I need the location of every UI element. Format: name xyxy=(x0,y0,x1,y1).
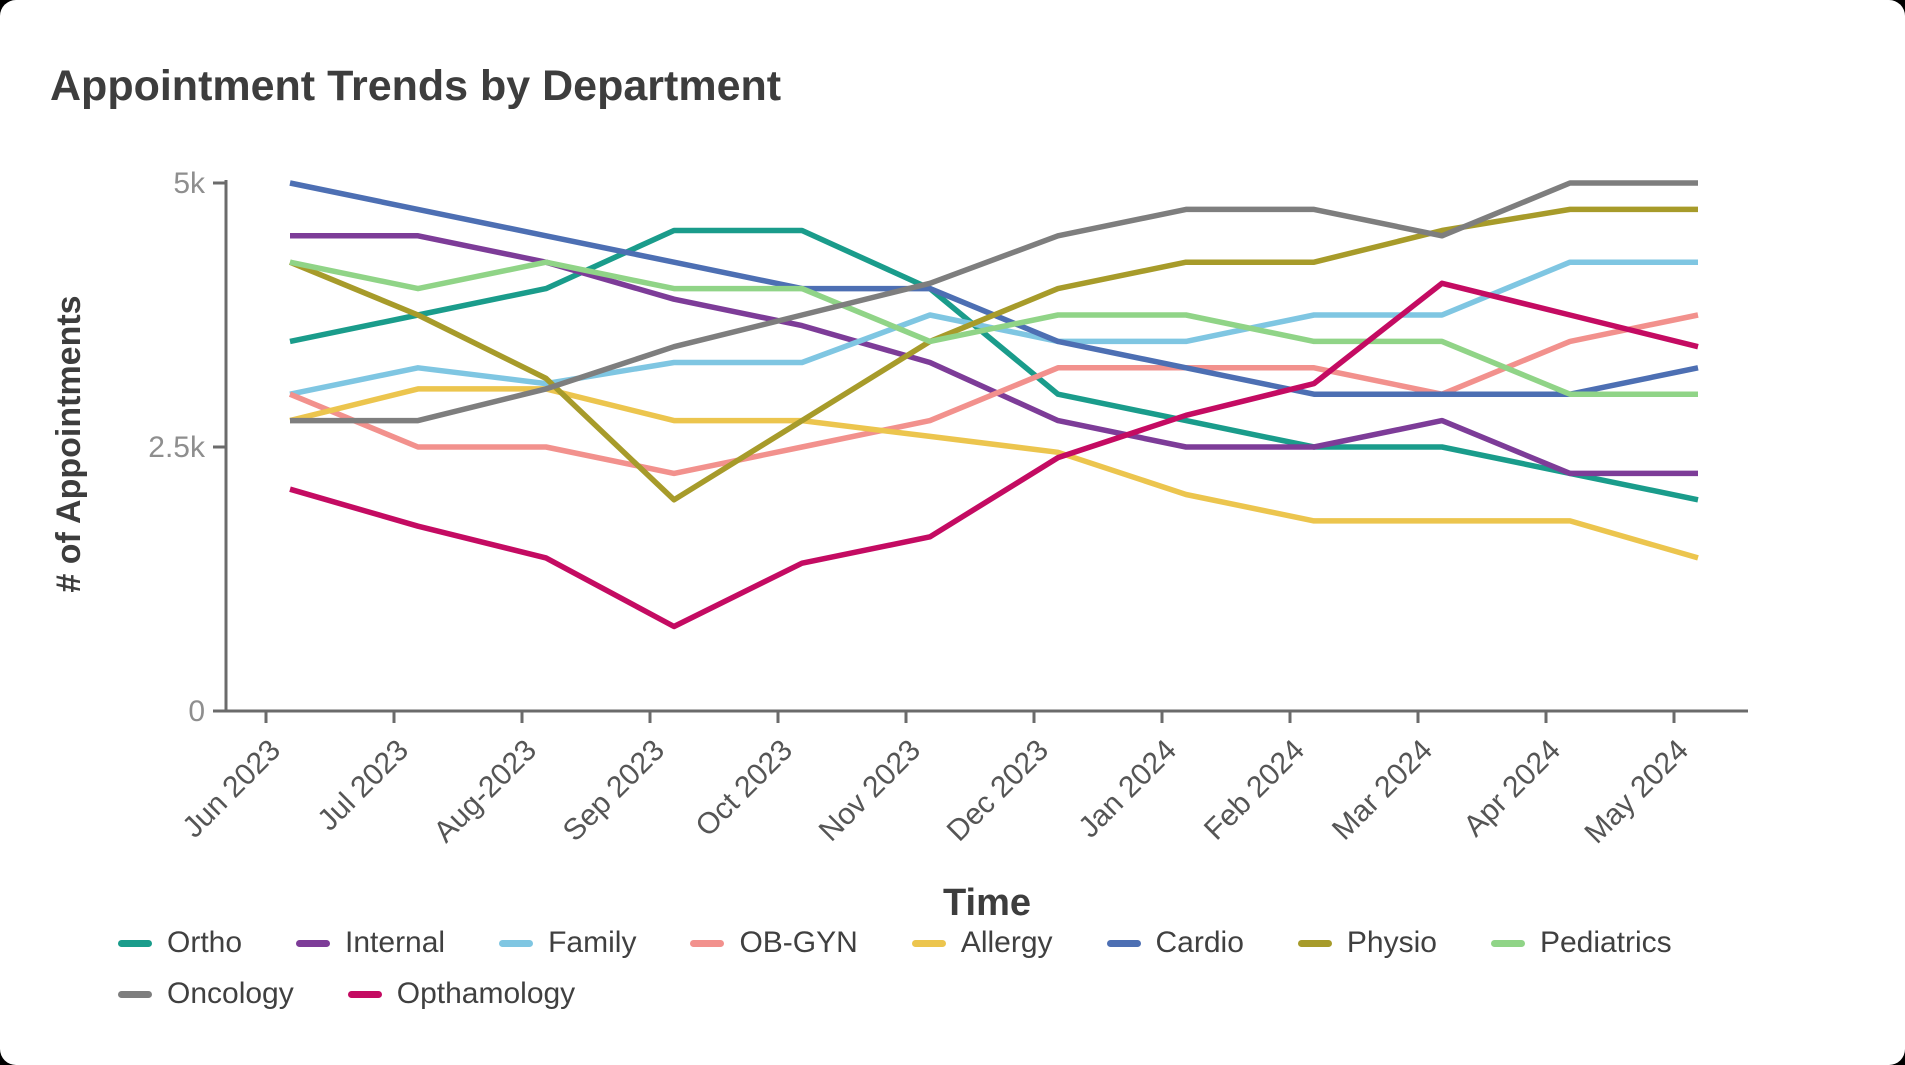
y-axis-title: # of Appointments xyxy=(50,295,88,592)
x-tick-label: Dec 2023 xyxy=(941,734,1055,848)
x-tick-label: Nov 2023 xyxy=(813,734,927,848)
legend-swatch-icon xyxy=(690,939,725,947)
series-line-ob-gyn xyxy=(288,312,1699,477)
x-tick-label: Feb 2024 xyxy=(1198,734,1311,847)
legend-swatch-icon xyxy=(296,939,331,947)
legend-label: Pediatrics xyxy=(1539,926,1672,959)
chart-title: Appointment Trends by Department xyxy=(50,62,782,110)
legend-swatch-icon xyxy=(1297,939,1332,947)
x-tick-label: Apr 2024 xyxy=(1458,734,1567,843)
legend-swatch-icon xyxy=(1106,939,1141,947)
legend: Ortho Internal Family OB-GYN Allergy Cardio Ph… xyxy=(118,922,1818,1015)
legend-item-internal[interactable]: Internal xyxy=(296,922,445,964)
x-tick-label: Jul 2023 xyxy=(311,734,415,838)
legend-swatch-icon xyxy=(118,939,152,947)
x-tick-label: Oct 2023 xyxy=(690,734,799,843)
y-tick-label: 5k xyxy=(173,167,206,200)
legend-label: OB-GYN xyxy=(739,926,858,959)
x-axis-title: Time xyxy=(943,882,1031,924)
series-line-oncology xyxy=(290,180,1698,424)
legend-swatch-icon xyxy=(118,990,152,998)
legend-label: Oncology xyxy=(167,977,294,1010)
legend-row: Ortho Internal Family OB-GYN Allergy Cardio Ph… xyxy=(118,922,1818,964)
legend-item-family[interactable]: Family xyxy=(499,922,636,964)
series-line-ortho xyxy=(289,227,1699,503)
legend-item-cardio[interactable]: Cardio xyxy=(1106,922,1244,964)
x-tick-label: May 2024 xyxy=(1578,734,1694,850)
x-tick-label: Aug-2023 xyxy=(428,734,543,849)
legend-item-opthamology[interactable]: Opthamology xyxy=(347,973,576,1015)
legend-swatch-icon xyxy=(347,990,382,998)
legend-row: Oncology Opthamology xyxy=(118,973,1818,1015)
series-lines xyxy=(288,180,1699,630)
legend-label: Physio xyxy=(1346,926,1437,959)
x-tick-label: Jun 2023 xyxy=(176,734,287,845)
legend-item-ortho[interactable]: Ortho xyxy=(118,922,242,964)
legend-item-oncology[interactable]: Oncology xyxy=(118,973,294,1015)
legend-item-physio[interactable]: Physio xyxy=(1297,922,1437,964)
legend-item-ob-gyn[interactable]: OB-GYN xyxy=(690,922,858,964)
series-line-opthamology xyxy=(289,280,1699,630)
legend-label: Opthamology xyxy=(396,977,576,1010)
legend-item-pediatrics[interactable]: Pediatrics xyxy=(1490,922,1672,964)
x-tick-label: Mar 2024 xyxy=(1326,734,1439,847)
axes: 0 2.5k 5k Jun 2023 Jul 2023 Aug-2023 Sep 2023 O… xyxy=(148,167,1748,850)
y-tick-label: 0 xyxy=(188,695,205,728)
legend-label: Allergy xyxy=(960,926,1053,959)
y-tick-label: 2.5k xyxy=(148,431,206,464)
x-tick-label: Jan 2024 xyxy=(1072,734,1183,845)
legend-label: Cardio xyxy=(1155,926,1244,959)
legend-item-allergy[interactable]: Allergy xyxy=(911,922,1053,964)
legend-swatch-icon xyxy=(1490,939,1525,947)
x-tick-label: Sep 2023 xyxy=(557,734,671,848)
series-line-pediatrics xyxy=(289,259,1698,397)
series-line-allergy xyxy=(289,386,1699,561)
legend-swatch-icon xyxy=(499,939,534,947)
legend-label: Internal xyxy=(345,926,446,959)
legend-swatch-icon xyxy=(911,939,946,947)
legend-label: Ortho xyxy=(167,926,243,959)
legend-label: Family xyxy=(548,926,637,959)
